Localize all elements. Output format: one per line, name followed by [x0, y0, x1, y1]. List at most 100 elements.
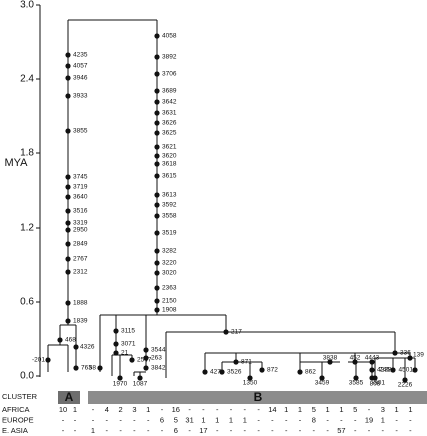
node-label: 808	[370, 381, 381, 388]
node-label: 1888	[73, 300, 88, 307]
tick-label: 0.6	[20, 297, 34, 308]
node-label: 1350	[243, 380, 258, 387]
node	[154, 270, 160, 276]
node	[65, 241, 71, 247]
node	[372, 375, 378, 381]
cell: 6	[160, 415, 164, 424]
node	[65, 318, 71, 324]
node-label: 3933	[73, 93, 88, 100]
node-label: 1908	[162, 307, 177, 314]
cell: 1	[339, 405, 343, 414]
cell: 1	[73, 405, 77, 414]
node	[143, 355, 149, 361]
cell: 1	[298, 405, 302, 414]
cell: 3	[381, 405, 385, 414]
node	[247, 375, 253, 381]
node	[154, 161, 160, 167]
node	[65, 194, 71, 200]
node	[65, 52, 71, 58]
cell: 14	[268, 405, 276, 414]
cell: -	[147, 415, 150, 424]
cell: -	[119, 426, 122, 435]
node-label: 4326	[80, 344, 95, 351]
cell: 1	[201, 415, 205, 424]
node	[154, 144, 160, 150]
node-label: 3615	[162, 173, 177, 180]
node-label: 3631	[162, 110, 177, 117]
node-label: 21	[121, 350, 129, 357]
node-label: 336	[400, 350, 411, 357]
cell: 1	[243, 415, 247, 424]
node-label: 2363	[162, 285, 177, 292]
cell: -	[271, 426, 274, 435]
node	[154, 213, 160, 219]
node	[65, 174, 71, 180]
node	[73, 344, 79, 350]
cell: 19	[365, 415, 373, 424]
node	[154, 260, 160, 266]
node	[412, 367, 418, 373]
cell: -	[202, 405, 205, 414]
node-label: 862	[305, 369, 316, 376]
tick-label: 0.0	[20, 371, 34, 382]
node	[57, 337, 63, 343]
cell: -	[409, 415, 412, 424]
cell: 2	[119, 405, 123, 414]
node-label: 3618	[162, 161, 177, 168]
node-label: 3526	[227, 369, 242, 376]
cell: 8	[312, 415, 316, 424]
node	[154, 202, 160, 208]
node	[154, 173, 160, 179]
node	[402, 377, 408, 383]
cell: 10	[59, 405, 67, 414]
node-label: 745	[379, 367, 390, 374]
node-label: 3838	[323, 355, 338, 362]
cell: -	[106, 426, 109, 435]
cell: -	[299, 426, 302, 435]
node	[143, 365, 149, 371]
cell: -	[257, 426, 260, 435]
node	[233, 359, 239, 365]
node	[154, 120, 160, 126]
node	[369, 367, 375, 373]
node	[137, 375, 143, 381]
node-label: 3745	[73, 174, 88, 181]
cell: 6	[174, 426, 178, 435]
cell: 1	[146, 405, 150, 414]
cell: -	[188, 426, 191, 435]
node-label: 3558	[162, 213, 177, 220]
cell: -	[92, 415, 95, 424]
node-label: 4235	[73, 52, 88, 59]
axis-label: MYA	[4, 157, 28, 169]
node-label: 3516	[73, 208, 88, 215]
node	[65, 93, 71, 99]
cell: -	[354, 415, 357, 424]
node-label: 2547	[137, 357, 152, 364]
cell: -	[368, 405, 371, 414]
node-label: 3282	[162, 248, 177, 255]
node	[154, 54, 160, 60]
node-label: 58	[89, 365, 97, 372]
cell: -	[395, 415, 398, 424]
node	[113, 328, 119, 334]
cell: -	[257, 405, 260, 414]
node-label: 427	[210, 369, 221, 376]
node-label: 2950	[73, 227, 88, 234]
cell: -	[133, 426, 136, 435]
cell: -	[285, 426, 288, 435]
node	[327, 359, 333, 365]
node-label: 468	[65, 337, 76, 344]
cell: 5	[174, 415, 178, 424]
node-label: 1087	[133, 381, 148, 388]
node-label: 871	[241, 359, 252, 366]
tick-label: 1.8	[20, 148, 34, 159]
node	[352, 359, 358, 365]
node	[223, 329, 229, 335]
node-label: 4238	[377, 367, 392, 374]
tick-label: 1.2	[20, 223, 34, 234]
node-label: 4058	[162, 33, 177, 40]
cell: -	[326, 415, 329, 424]
node	[154, 230, 160, 236]
node	[154, 248, 160, 254]
